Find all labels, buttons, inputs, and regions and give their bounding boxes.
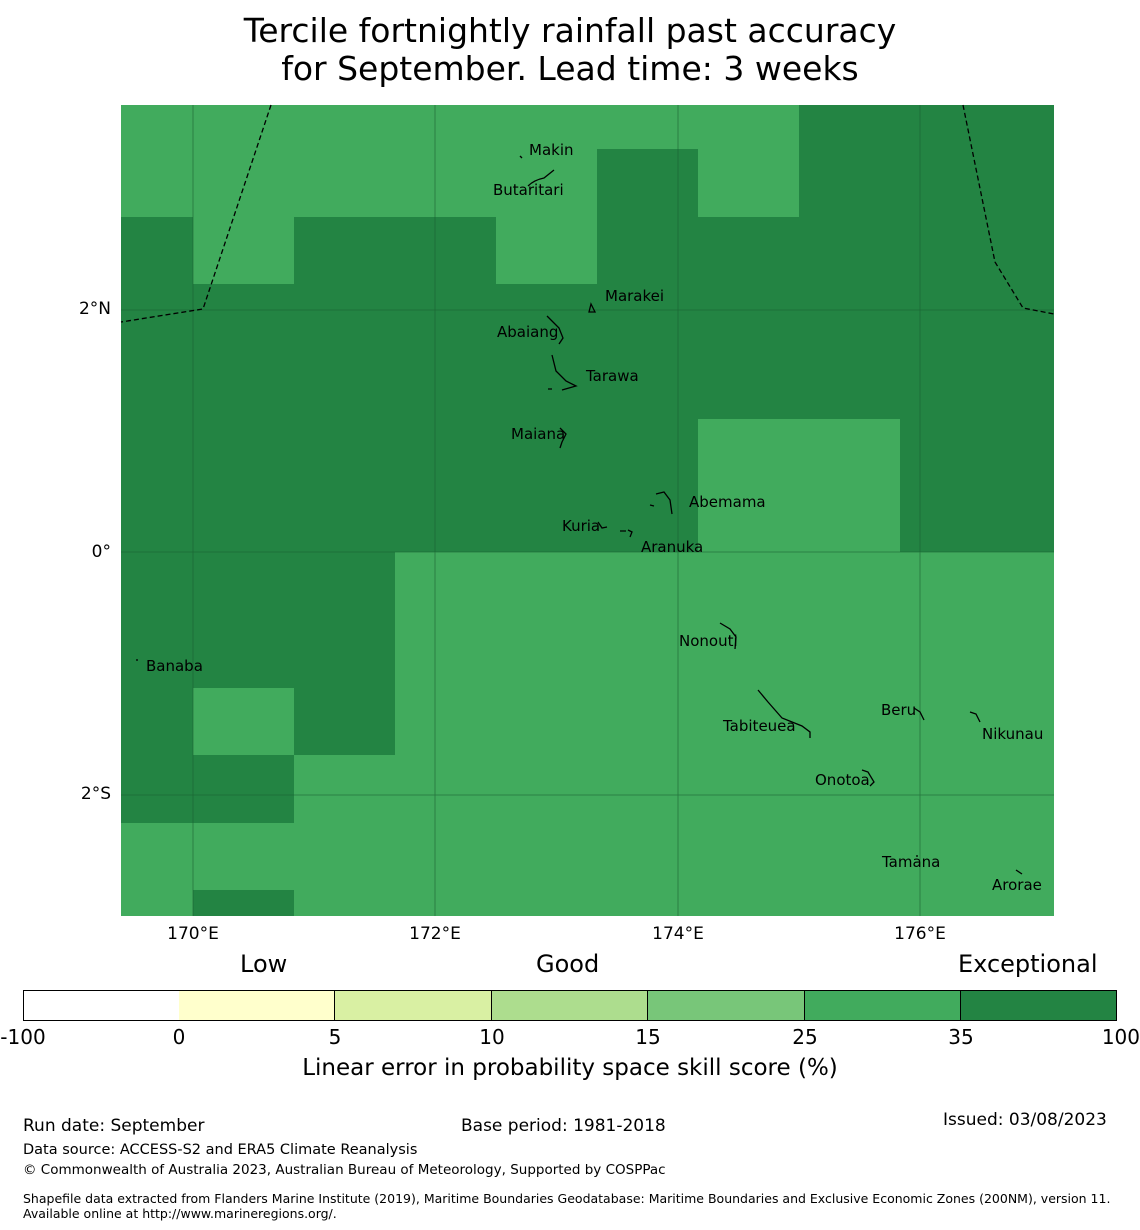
island-shape-aranuka — [620, 529, 633, 538]
lat-label: 2°S — [80, 784, 111, 804]
colorbar-segment — [961, 990, 1117, 1021]
colorbar-segment — [492, 990, 648, 1021]
island-shape-makin — [519, 155, 523, 159]
colorbar-segment — [805, 990, 961, 1021]
colorbar — [23, 990, 1117, 1021]
island-label: Arorae — [992, 876, 1042, 894]
lat-label: 0° — [91, 542, 111, 562]
good-cell — [121, 890, 193, 916]
island-label: Beru — [881, 701, 917, 719]
good-cell — [698, 149, 799, 217]
lat-label: 2°N — [78, 299, 111, 319]
run-date: Run date: September — [23, 1116, 205, 1136]
map-title-line-2: for September. Lead time: 3 weeks — [281, 49, 859, 88]
island-label: Tarawa — [586, 367, 639, 385]
colorbar-segment — [179, 990, 335, 1021]
island-label: Kuria — [562, 517, 601, 535]
island-label: Banaba — [146, 657, 203, 675]
island-shape-beru — [913, 707, 925, 721]
island-shape-tarawa — [548, 354, 578, 391]
shapefile-credit: Shapefile data extracted from Flanders M… — [23, 1191, 1111, 1221]
good-cell — [496, 217, 597, 284]
lon-label: 170°E — [167, 924, 219, 944]
colorbar-tick: 100 — [1101, 1025, 1140, 1049]
good-cell — [597, 105, 799, 149]
good-cell — [395, 552, 1054, 916]
good-cell — [698, 419, 900, 552]
island-outlines — [136, 155, 1023, 875]
island-label: Abemama — [689, 493, 766, 511]
colorbar-label: Linear error in probability space skill … — [302, 1055, 838, 1081]
good-cell — [121, 823, 294, 890]
island-shape-butaritari — [527, 169, 555, 187]
copyright: © Commonwealth of Australia 2023, Austra… — [23, 1162, 666, 1178]
island-label: Nonouti — [679, 632, 738, 650]
island-shape-abaiang — [546, 315, 564, 345]
colorbar-tick: 0 — [172, 1025, 186, 1049]
island-shape-arorae — [1015, 869, 1023, 875]
colorbar-category-exceptional: Exceptional — [958, 950, 1098, 978]
island-shape-maiana — [559, 427, 567, 449]
good-cell — [294, 755, 395, 916]
island-label: Tamana — [882, 853, 941, 871]
island-shape-marakei — [588, 302, 597, 313]
eez-boundary — [120, 104, 1055, 323]
island-shape-abemama — [649, 491, 673, 515]
colorbar-tick: 5 — [328, 1025, 342, 1049]
lon-label: 176°E — [894, 924, 946, 944]
issued-date: Issued: 03/08/2023 — [943, 1110, 1107, 1130]
good-cell — [193, 688, 294, 755]
map-title-line-1: Tercile fortnightly rainfall past accura… — [243, 11, 897, 50]
good-cell — [121, 105, 597, 217]
skill-map — [120, 104, 1055, 916]
island-label: Butaritari — [493, 181, 564, 199]
island-shape-nikunau — [969, 711, 981, 723]
colorbar-tick: -100 — [0, 1025, 46, 1049]
colorbar-tick: 15 — [635, 1025, 661, 1049]
colorbar-category-low: Low — [240, 950, 288, 978]
gridlines — [121, 105, 1054, 916]
colorbar-segment — [648, 990, 805, 1021]
island-shape-nonouti — [719, 622, 737, 650]
colorbar-tick: 25 — [792, 1025, 818, 1049]
good-cell — [193, 217, 294, 284]
base-period: Base period: 1981-2018 — [461, 1116, 666, 1136]
good-skill-cells — [121, 105, 1054, 916]
colorbar-tick: 10 — [479, 1025, 505, 1049]
island-label: Marakei — [605, 287, 665, 305]
island-label: Nikunau — [982, 725, 1044, 743]
island-label: Abaiang — [497, 323, 559, 341]
lon-label: 174°E — [652, 924, 704, 944]
lon-label: 172°E — [409, 924, 461, 944]
data-source: Data source: ACCESS-S2 and ERA5 Climate … — [23, 1142, 418, 1158]
island-label: Onotoa — [815, 771, 870, 789]
island-shape-kuria — [597, 521, 608, 529]
island-label: Tabiteuea — [723, 717, 796, 735]
island-shape-tabiteuea — [757, 689, 811, 738]
island-label: Makin — [529, 141, 574, 159]
island-label: Aranuka — [641, 538, 704, 556]
colorbar-segment — [23, 990, 180, 1021]
colorbar-segment — [335, 990, 492, 1021]
colorbar-tick: 35 — [948, 1025, 974, 1049]
island-shape-onotoa — [861, 769, 875, 787]
colorbar-category-good: Good — [536, 950, 600, 978]
island-label: Maiana — [511, 425, 566, 443]
